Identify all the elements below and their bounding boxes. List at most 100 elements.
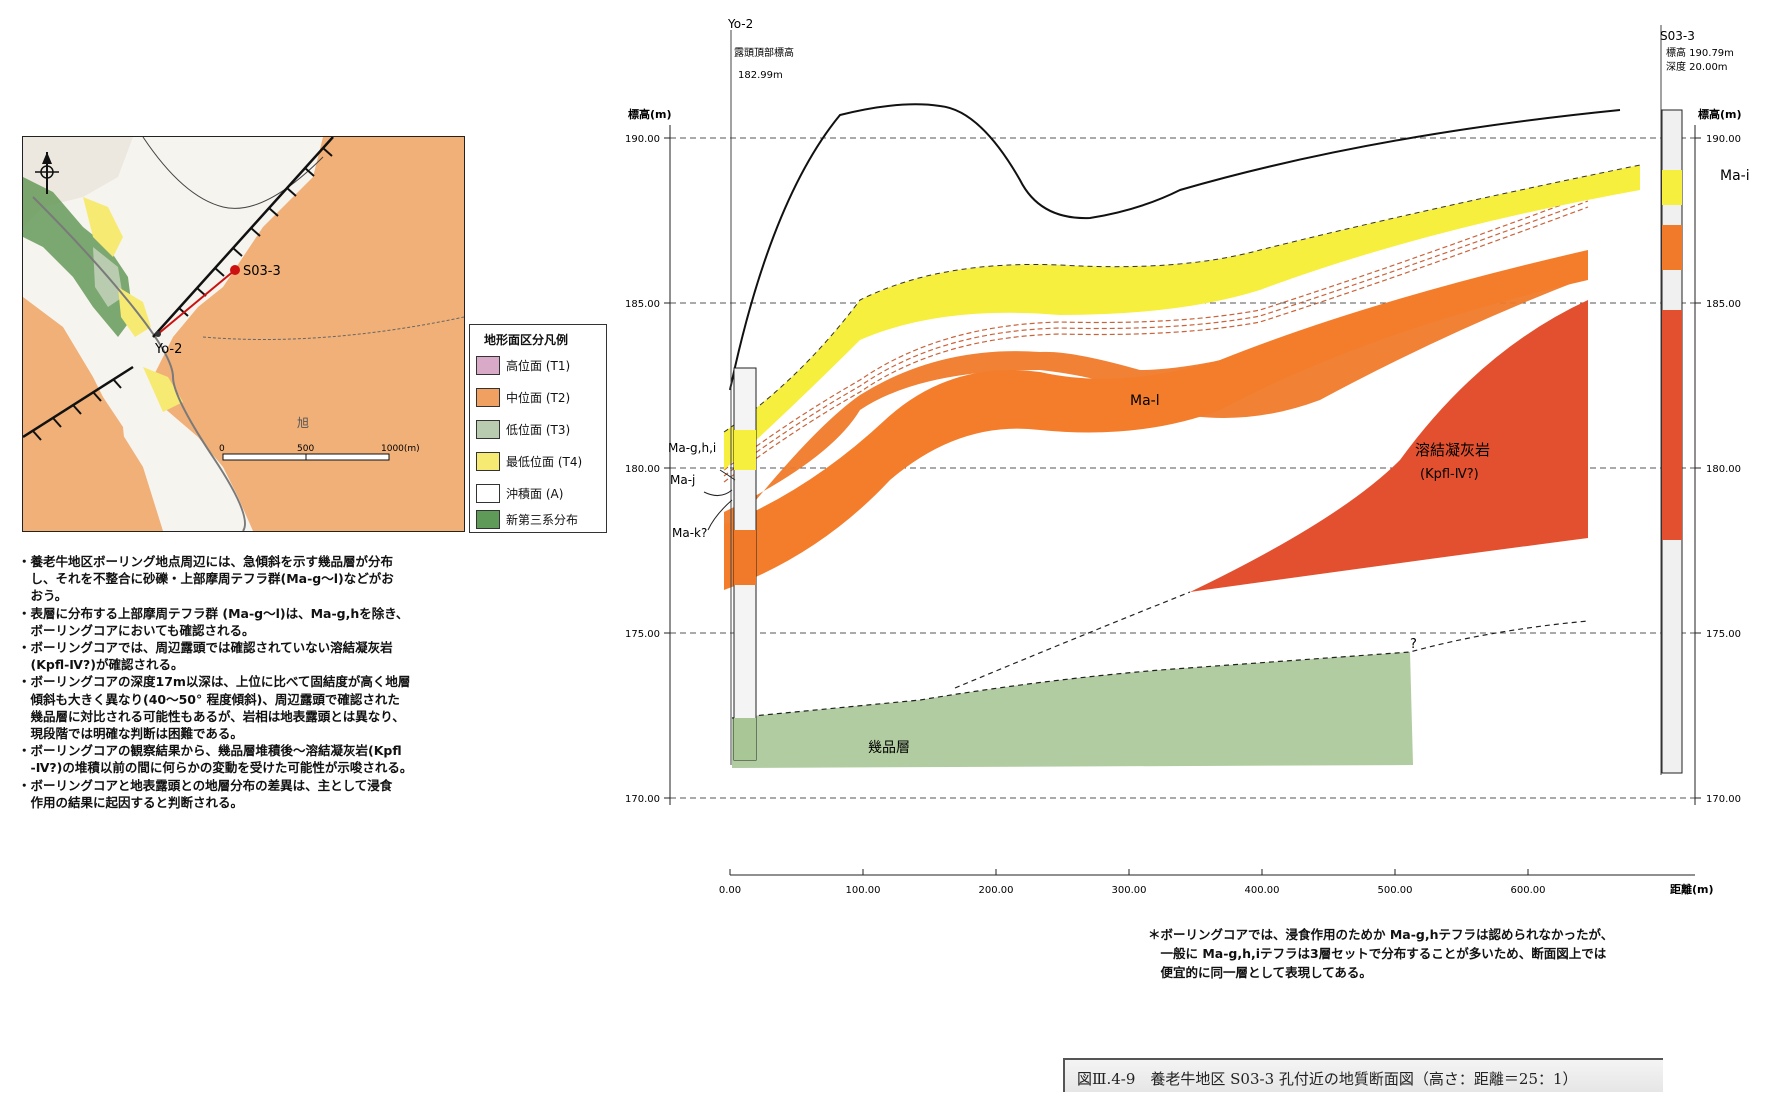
legend-item-a: 沖積面 (A) bbox=[476, 483, 604, 505]
x-tick-label: 300.00 bbox=[1112, 885, 1147, 896]
legend-item-t2: 中位面 (T2) bbox=[476, 387, 604, 409]
x-axis-label: 距離(m) bbox=[1670, 882, 1714, 896]
note-line: ボーリングコアにおいても確認される。 bbox=[18, 622, 255, 638]
legend-item-t4: 最低位面 (T4) bbox=[476, 451, 604, 473]
y-axis-label-right: 標高(m) bbox=[1698, 107, 1742, 121]
note-line: 幾品層に対比される可能性もあるが、岩相は地表露頭とは異なり、 bbox=[18, 708, 405, 724]
x-tick-label: 200.00 bbox=[979, 885, 1014, 896]
tuff-label-2: (Kpfl-Ⅳ?) bbox=[1420, 467, 1479, 482]
ma-ghi-label: Ma-g,h,i bbox=[668, 441, 716, 455]
x-tick-label: 400.00 bbox=[1245, 885, 1280, 896]
footnote-line: 便宜的に同一層として表現してある。 bbox=[1148, 965, 1372, 980]
legend-title: 地形面区分凡例 bbox=[484, 333, 569, 347]
welded-tuff-layer bbox=[1190, 300, 1588, 592]
ikuhin-top-boundary bbox=[731, 620, 1589, 719]
scarp-line-2 bbox=[23, 365, 134, 439]
y-tick-label-right: 190.00 bbox=[1706, 134, 1741, 145]
scale-label-500: 500 bbox=[297, 444, 314, 454]
note-line: ・表層に分布する上部摩周テフラ群 (Ma-g〜l)は、Ma-g,hを除き、 bbox=[18, 605, 409, 621]
y-tick-label-left: 185.00 bbox=[625, 299, 660, 310]
yo-2-name: Yo-2 bbox=[727, 17, 753, 31]
yo-2-ma-l-fill bbox=[734, 530, 756, 585]
legend-swatch-t4 bbox=[476, 452, 500, 471]
location-map: 0 500 1000(m) 旭 S03-3 Yo-2 bbox=[22, 136, 465, 532]
x-tick-label: 500.00 bbox=[1378, 885, 1413, 896]
note-line: ・ボーリングコアでは、周辺露頭では確認されていない溶結凝灰岩 bbox=[18, 640, 393, 656]
legend-swatch-neogene bbox=[476, 510, 500, 529]
legend-item-neogene: 新第三系分布 bbox=[476, 509, 604, 531]
s03-3-ma-l-fill bbox=[1662, 225, 1682, 270]
note-line: -Ⅳ?)の堆積以前の間に何らかの変動を受けた可能性が示唆される。 bbox=[18, 760, 413, 776]
yo-2-value: 182.99m bbox=[738, 70, 783, 81]
yo-2-label: Yo-2 bbox=[154, 342, 182, 357]
s03-3-name: S03-3 bbox=[1660, 29, 1695, 43]
legend-swatch-t3 bbox=[476, 420, 500, 439]
scale-bar bbox=[222, 453, 390, 461]
ma-l-band bbox=[724, 250, 1588, 590]
legend-label-neogene: 新第三系分布 bbox=[506, 513, 579, 527]
x-tick-label: 600.00 bbox=[1511, 885, 1546, 896]
terrain-legend: 地形面区分凡例 高位面 (T1) 中位面 (T2) 低位面 (T3) 最低位面 … bbox=[469, 324, 607, 533]
river-line bbox=[32, 196, 246, 531]
y-tick-label-left: 180.00 bbox=[625, 464, 660, 475]
note-line: 現段階では明確な判断は困難である。 bbox=[18, 726, 243, 742]
ma-i-top-boundary bbox=[723, 164, 1641, 433]
ma-j-k-lines bbox=[723, 194, 1589, 483]
tuff-base-dashed bbox=[954, 591, 1191, 689]
s03-3-label: S03-3 bbox=[243, 264, 281, 279]
legend-swatch-t1 bbox=[476, 356, 500, 375]
legend-label-t4: 最低位面 (T4) bbox=[506, 455, 583, 469]
ma-k-label: Ma-k? bbox=[672, 526, 707, 540]
label-arrows bbox=[703, 469, 736, 531]
y-tick-label-left: 170.00 bbox=[625, 794, 660, 805]
s03-3-point bbox=[230, 265, 240, 275]
terrain-map: 0 500 1000(m) 旭 S03-3 Yo-2 bbox=[23, 137, 464, 531]
s03-3-line1: 標高 190.79m bbox=[1666, 46, 1734, 59]
x-tick-label: 100.00 bbox=[846, 885, 881, 896]
ikuhin-layer bbox=[732, 652, 1413, 768]
note-line: おう。 bbox=[18, 588, 68, 604]
note-line: (Kpfl-Ⅳ?)が確認される。 bbox=[18, 657, 184, 673]
legend-item-t3: 低位面 (T3) bbox=[476, 419, 604, 441]
note-line: 作用の結果に起因すると判断される。 bbox=[18, 794, 244, 810]
ma-j-label: Ma-j bbox=[670, 473, 695, 487]
yo-2-sub: 露頭頂部標高 bbox=[734, 46, 794, 59]
legend-swatch-t2 bbox=[476, 388, 500, 407]
road-2 bbox=[202, 316, 464, 340]
y-tick-label-right: 185.00 bbox=[1706, 299, 1741, 310]
scarp-line bbox=[152, 137, 334, 338]
footnote-line: ＊ボーリングコアでは、浸食作用のためか Ma-g,hテフラは認められなかったが、 bbox=[1148, 927, 1614, 942]
tuff-label-1: 溶結凝灰岩 bbox=[1415, 441, 1490, 459]
x-ticks bbox=[729, 869, 1529, 875]
north-arrow-icon bbox=[35, 152, 59, 194]
x-tick-label: 0.00 bbox=[719, 885, 741, 896]
scale-label-1000: 1000(m) bbox=[381, 444, 420, 454]
geologic-cross-section: 190.00 185.00 180.00 175.00 170.00 190.0… bbox=[625, 17, 1750, 896]
note-line: ・ボーリングコアと地表露頭との地層分布の差異は、主として浸食 bbox=[18, 777, 393, 793]
legend-label-a: 沖積面 (A) bbox=[506, 487, 564, 501]
s03-3-tuff-fill bbox=[1662, 310, 1682, 540]
notes-block: ・養老牛地区ボーリング地点周辺には、急傾斜を示す幾品層が分布 し、それを不整合に… bbox=[18, 553, 498, 811]
section-line bbox=[157, 269, 236, 335]
ma-i-layer bbox=[724, 165, 1640, 470]
legend-label-t2: 中位面 (T2) bbox=[506, 391, 571, 405]
y-tick-label-left: 190.00 bbox=[625, 134, 660, 145]
ma-i-label: Ma-i bbox=[1720, 168, 1750, 184]
place-label: 旭 bbox=[297, 416, 309, 430]
question-label: ? bbox=[1410, 637, 1417, 652]
legend-swatch-a bbox=[476, 484, 500, 503]
yo-2-ikuhin-fill bbox=[734, 718, 756, 760]
footnote: ＊ボーリングコアでは、浸食作用のためか Ma-g,hテフラは認められなかったが、… bbox=[1148, 925, 1708, 982]
footnote-line: 一般に Ma-g,h,iテフラは3層セットで分布することが多いため、断面図上では bbox=[1148, 946, 1607, 961]
s03-3-line2: 深度 20.00m bbox=[1666, 60, 1728, 73]
note-line: ・ボーリングコアの観察結果から、幾品層堆積後〜溶結凝灰岩(Kpfl bbox=[18, 743, 402, 759]
legend-item-t1: 高位面 (T1) bbox=[476, 355, 604, 377]
note-line: し、それを不整合に砂礫・上部摩周テフラ群(Ma-g〜l)などがお bbox=[18, 571, 394, 587]
yo-2-ma-i-fill bbox=[734, 430, 756, 470]
y-ticks bbox=[664, 137, 1701, 799]
ground-surface bbox=[729, 103, 1621, 391]
scarp-ticks-2 bbox=[32, 378, 122, 441]
y-tick-label-right: 180.00 bbox=[1706, 464, 1741, 475]
scale-label-0: 0 bbox=[219, 444, 225, 454]
note-line: 傾斜も大きく異なり(40〜50° 程度傾斜)、周辺露頭で確認された bbox=[18, 691, 400, 707]
